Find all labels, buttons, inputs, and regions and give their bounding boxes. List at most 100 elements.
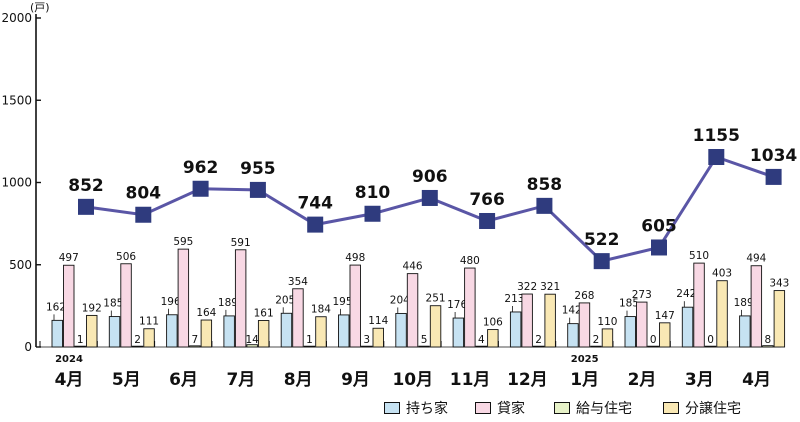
bar-value-label: 195 [333,296,353,308]
bar-value-label: 0 [650,334,657,346]
bar-分譲住宅 [257,320,270,348]
total-marker [192,180,209,197]
total-value-label: 1034 [750,146,797,166]
bar-持ち家 [108,316,121,348]
bar-value-label: 343 [769,278,789,290]
x-tick-label: 7月 [226,370,255,390]
bar-貸家 [349,264,361,348]
bar-貸家 [636,301,648,348]
bar-持ち家 [223,315,235,348]
bar-給与住宅 [647,345,659,348]
legend-label: 持ち家 [406,401,448,417]
legend-swatch [475,402,491,414]
bar-給与住宅 [74,345,86,348]
bar-持ち家 [280,312,293,348]
bar-持ち家 [509,311,522,348]
bar-value-label: 3 [363,334,370,346]
total-marker [479,212,496,229]
bar-貸家 [578,302,591,348]
year-label: 2025 [571,354,599,365]
total-value-label: 522 [584,230,620,250]
x-tick-label: 4月 [55,370,84,390]
bar-value-label: 189 [218,297,238,309]
bar-分譲住宅 [86,314,98,348]
total-marker [765,168,782,185]
bar-value-label: 204 [390,294,410,306]
bar-value-label: 510 [689,250,709,262]
bar-給与住宅 [704,345,717,348]
bar-value-label: 162 [46,301,66,313]
bar-給与住宅 [590,345,602,348]
year-label: 2024 [55,354,83,365]
bar-value-label: 5 [421,334,428,346]
total-value-label: 1155 [693,126,740,146]
bar-貸家 [292,288,304,348]
total-value-label: 804 [126,184,162,204]
bar-持ち家 [739,315,751,348]
bar-分譲住宅 [200,319,213,348]
bar-給与住宅 [475,345,488,348]
y-tick-label: 1000 [1,176,32,190]
total-marker [249,181,266,198]
bar-給与住宅 [762,345,774,348]
bar-value-label: 196 [161,296,181,308]
bar-value-label: 251 [426,293,446,305]
bar-value-label: 1 [77,334,84,346]
bar-value-label: 480 [460,255,480,267]
bar-value-label: 184 [311,304,331,316]
total-marker [421,189,438,206]
total-marker [135,206,152,223]
x-tick-label: 11月 [450,370,491,390]
legend-swatch [384,402,400,414]
bar-給与住宅 [361,345,373,348]
bar-value-label: 164 [196,307,216,319]
bar-value-label: 205 [275,294,295,306]
bar-value-label: 111 [139,316,159,328]
x-tick-label: 2月 [628,370,657,390]
bar-貸家 [406,273,419,348]
total-marker [364,205,381,222]
bar-持ち家 [166,314,178,348]
x-tick-label: 5月 [112,370,141,390]
x-tick-label: 8月 [284,370,313,390]
bar-分譲住宅 [487,329,499,348]
bar-value-label: 1 [306,334,313,346]
bar-貸家 [521,293,533,348]
bar-持ち家 [395,312,407,348]
bar-持ち家 [452,317,465,348]
x-tick-label: 10月 [392,370,433,390]
bar-value-label: 110 [597,316,617,328]
bar-value-label: 8 [765,334,772,346]
bar-value-label: 0 [707,334,714,346]
bar-value-label: 446 [403,261,423,273]
bar-value-label: 106 [483,317,503,329]
x-tick-label: 6月 [169,370,198,390]
bar-分譲住宅 [429,305,442,348]
bar-value-label: 213 [504,293,524,305]
bar-value-label: 591 [231,237,251,249]
bar-分譲住宅 [716,280,728,348]
bar-value-label: 176 [447,299,467,311]
bar-分譲住宅 [773,290,786,348]
y-tick-label: 0 [24,340,32,354]
legend-label: 貸家 [497,401,525,417]
bar-value-label: 7 [192,334,199,346]
bar-分譲住宅 [372,327,384,348]
bar-貸家 [464,267,476,348]
bar-value-label: 273 [632,289,652,301]
bar-給与住宅 [532,345,545,348]
bar-持ち家 [567,323,579,348]
bar-給与住宅 [418,345,430,348]
bar-分譲住宅 [315,316,327,348]
bar-value-label: 494 [746,253,766,265]
bar-value-label: 2 [593,334,600,346]
y-tick-label: 1500 [1,93,32,107]
bar-持ち家 [51,319,63,348]
total-value-label: 766 [469,190,505,210]
bar-value-label: 2 [535,334,542,346]
total-value-label: 906 [412,167,448,187]
bar-貸家 [120,263,132,348]
bar-持ち家 [681,306,694,348]
bar-value-label: 595 [173,236,193,248]
x-tick-label: 3月 [685,370,714,390]
